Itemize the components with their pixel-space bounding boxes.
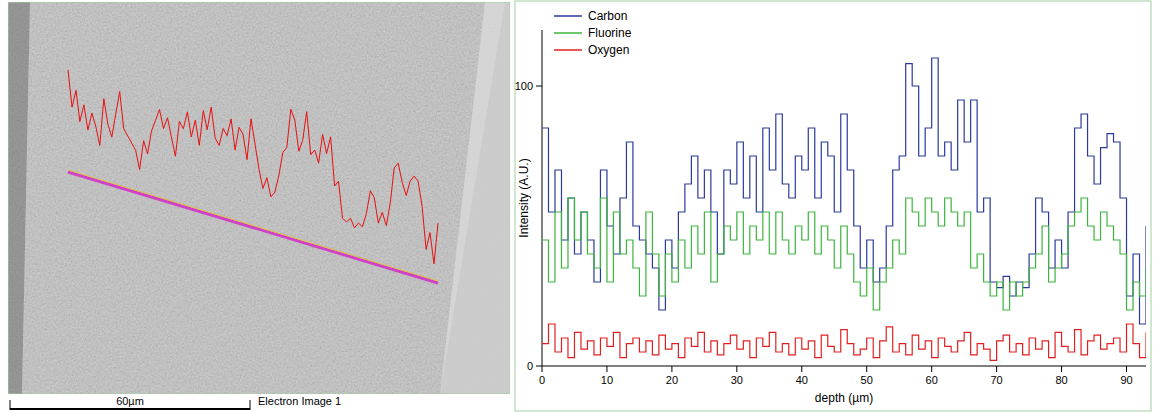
plot-area bbox=[542, 58, 1146, 360]
x-tick bbox=[606, 366, 607, 372]
x-tick-label: 40 bbox=[796, 374, 808, 386]
x-tick bbox=[1061, 366, 1062, 372]
x-tick bbox=[996, 366, 997, 372]
y-tick-label: 0 bbox=[527, 360, 533, 372]
x-tick bbox=[736, 366, 737, 372]
chart-border bbox=[515, 1, 1151, 411]
scale-bar-end bbox=[250, 400, 251, 410]
y-tick bbox=[536, 86, 542, 87]
scan-line-highlight bbox=[68, 170, 438, 281]
x-tick-label: 90 bbox=[1120, 374, 1132, 386]
series-line bbox=[542, 58, 1146, 324]
x-tick-label: 20 bbox=[666, 374, 678, 386]
x-tick-label: 60 bbox=[926, 374, 938, 386]
series-line bbox=[542, 324, 1146, 360]
y-axis bbox=[542, 30, 543, 366]
x-tick-label: 70 bbox=[990, 374, 1002, 386]
image-border bbox=[8, 2, 510, 394]
legend-swatch bbox=[554, 32, 582, 34]
figure: 60µm Electron Image 1 0 10 20 30 40 50 60 70 80 90 0… bbox=[0, 0, 1154, 412]
image-noise bbox=[8, 2, 510, 394]
y-axis-title: Intensity (A.U.) bbox=[517, 158, 531, 237]
x-tick-label: 0 bbox=[539, 374, 545, 386]
x-axis-title: depth (µm) bbox=[815, 391, 873, 405]
x-tick bbox=[866, 366, 867, 372]
x-tick bbox=[542, 366, 543, 372]
x-tick-label: 50 bbox=[861, 374, 873, 386]
scale-bar-label: 60µm bbox=[116, 395, 144, 407]
x-tick bbox=[671, 366, 672, 372]
sample-edge bbox=[440, 2, 510, 394]
sample-texture bbox=[8, 2, 510, 394]
x-tick-label: 10 bbox=[601, 374, 613, 386]
x-tick bbox=[931, 366, 932, 372]
x-tick bbox=[1126, 366, 1127, 372]
scan-line bbox=[68, 172, 438, 283]
x-tick-label: 80 bbox=[1055, 374, 1067, 386]
legend-label: Carbon bbox=[588, 9, 627, 23]
image-caption: Electron Image 1 bbox=[258, 395, 341, 407]
y-tick bbox=[536, 366, 542, 367]
x-tick bbox=[801, 366, 802, 372]
legend-swatch bbox=[554, 15, 582, 17]
scale-bar bbox=[10, 408, 250, 410]
legend-label: Oxygen bbox=[588, 43, 629, 57]
image-line-profile bbox=[68, 70, 438, 264]
y-tick-label: 100 bbox=[515, 80, 533, 92]
legend: Carbon Fluorine Oxygen bbox=[554, 9, 632, 57]
legend-swatch bbox=[554, 49, 582, 51]
x-axis bbox=[542, 366, 1146, 367]
series-line bbox=[542, 198, 1146, 310]
legend-label: Fluorine bbox=[588, 26, 632, 40]
electron-image bbox=[8, 2, 510, 394]
scale-bar-end bbox=[10, 400, 11, 410]
image-background bbox=[8, 2, 510, 394]
x-tick-label: 30 bbox=[731, 374, 743, 386]
